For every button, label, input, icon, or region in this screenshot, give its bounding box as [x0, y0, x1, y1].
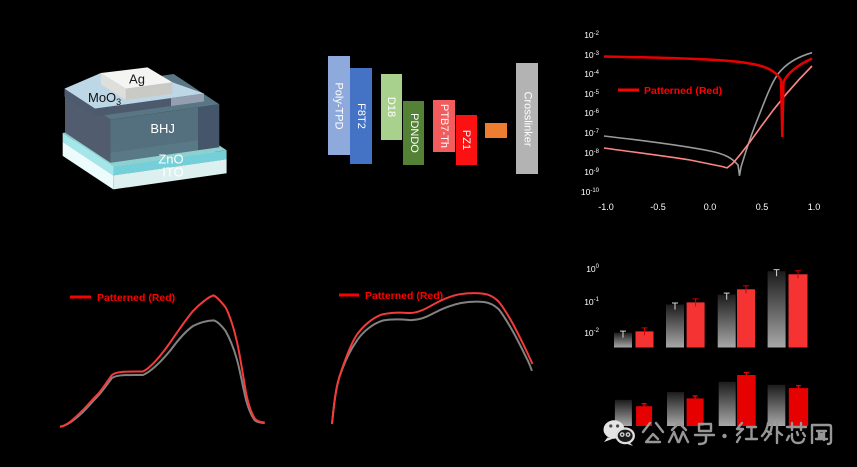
svg-text:1.0: 1.0: [808, 202, 821, 212]
svg-text:BHJ: BHJ: [150, 121, 175, 136]
svg-text:0.5: 0.5: [756, 202, 769, 212]
svg-text:ITO: ITO: [162, 165, 183, 180]
svg-text:10-2: 10-2: [584, 30, 599, 40]
svg-text:10-5: 10-5: [584, 89, 599, 99]
svg-text:-1.0: -1.0: [598, 202, 614, 212]
svg-text:10-4: 10-4: [584, 69, 599, 79]
svg-text:10-3: 10-3: [584, 50, 599, 60]
svg-text:10-7: 10-7: [584, 128, 599, 138]
svg-text:Ag: Ag: [129, 72, 145, 87]
svg-text:10-6: 10-6: [584, 108, 599, 118]
svg-text:Patterned (Red): Patterned (Red): [644, 85, 722, 97]
svg-text:10-8: 10-8: [584, 148, 599, 158]
svg-text:0.0: 0.0: [704, 202, 717, 212]
svg-text:10-9: 10-9: [584, 167, 599, 177]
svg-text:-0.5: -0.5: [650, 202, 666, 212]
svg-text:Patterned (Red): Patterned (Red): [97, 292, 175, 304]
svg-text:Patterned (Red): Patterned (Red): [365, 290, 443, 302]
svg-text:10-10: 10-10: [581, 187, 600, 197]
svg-text:MoO3: MoO3: [88, 90, 121, 107]
svg-text:ZnO: ZnO: [158, 152, 183, 167]
